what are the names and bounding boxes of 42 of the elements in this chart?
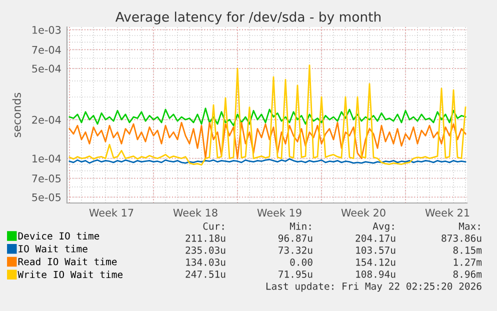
x-tick-label: Week 21	[425, 208, 470, 217]
line-series	[68, 122, 466, 160]
text: 96.87u	[278, 234, 312, 242]
text: 873.86u	[442, 234, 482, 242]
text: Min:	[290, 222, 311, 230]
text: 73.32u	[278, 246, 312, 254]
text: Cur:	[203, 222, 224, 230]
chart-title: Average latency for /dev/sda - by month	[115, 12, 381, 24]
legend-label: Write IO Wait time	[18, 270, 123, 278]
line-series	[68, 108, 466, 126]
text: 247.51u	[186, 270, 226, 278]
text: 0.00	[290, 258, 312, 266]
text: Max:	[458, 222, 480, 230]
text: 204.17u	[356, 234, 396, 242]
text: 103.57u	[356, 246, 396, 254]
y-tick-label: 2e-04	[32, 116, 61, 124]
text: 8.96m	[453, 270, 482, 278]
x-tick-label: Week 18	[173, 208, 218, 217]
legend-label: Device IO time	[18, 232, 100, 240]
text: Last update: Fri May 22 02:25:20 2026	[266, 282, 482, 292]
y-tick-label: 7e-05	[32, 174, 61, 182]
legend-label: IO Wait time	[18, 244, 88, 252]
line-series	[68, 64, 466, 166]
legend-label: Read IO Wait time	[18, 258, 117, 266]
text: Avg:	[372, 222, 394, 232]
y-tick-label: 7e-04	[32, 46, 61, 54]
text: 108.94u	[356, 270, 396, 278]
text: 211.18u	[186, 234, 226, 242]
x-tick-label: Week 19	[257, 208, 302, 217]
text: 8.15m	[453, 246, 482, 254]
y-axis-title: seconds	[12, 92, 21, 138]
text: 71.95u	[278, 270, 312, 278]
text: 1.27m	[454, 258, 482, 266]
y-tick-label: 5e-05	[32, 193, 61, 202]
y-tick-label: 1e-03	[32, 26, 61, 34]
text: 154.12u	[356, 258, 396, 266]
y-tick-label: 1e-04	[32, 154, 61, 162]
text: 134.03u	[186, 258, 226, 266]
y-tick-label: 5e-04	[32, 64, 61, 73]
x-tick-label: Week 17	[89, 208, 134, 217]
x-tick-label: Week 20	[341, 208, 386, 217]
text: 235.03u	[186, 246, 226, 254]
